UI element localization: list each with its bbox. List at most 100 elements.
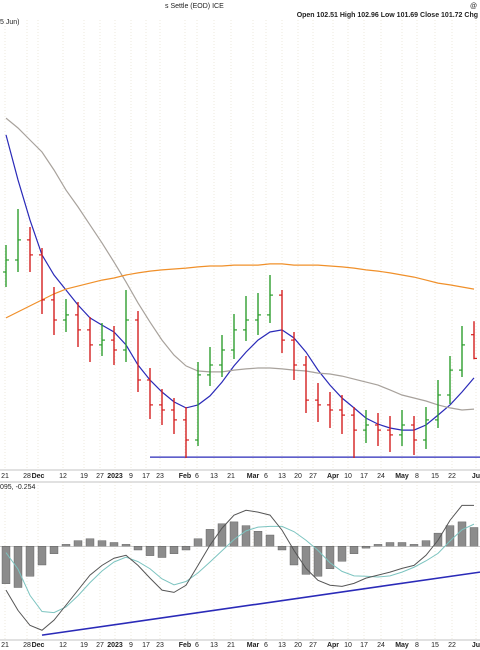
x-tick-label: 28 bbox=[23, 473, 31, 480]
chart-title: s Settle (EOD) ICE bbox=[165, 3, 224, 10]
x-tick-label: Ju bbox=[472, 642, 480, 649]
x-tick-label: 27 bbox=[96, 473, 104, 480]
histogram-bar bbox=[289, 546, 299, 566]
histogram-bar bbox=[205, 529, 215, 547]
histogram-bar bbox=[217, 523, 227, 547]
x-tick-label: 24 bbox=[377, 473, 385, 480]
trend-line bbox=[41, 571, 480, 636]
x-tick-label: Mar bbox=[247, 473, 260, 480]
x-tick-label: 2023 bbox=[107, 642, 123, 649]
x-tick-label: 9 bbox=[129, 473, 133, 480]
histogram-bar bbox=[13, 546, 23, 588]
x-tick-label: 6 bbox=[264, 473, 268, 480]
x-tick-label: 24 bbox=[377, 642, 385, 649]
x-tick-label: 2023 bbox=[107, 473, 123, 480]
x-tick-label: 15 bbox=[431, 642, 439, 649]
x-tick-label: 13 bbox=[278, 642, 286, 649]
x-tick-label: 17 bbox=[360, 473, 368, 480]
x-tick-label: 23 bbox=[156, 473, 164, 480]
x-tick-label: 20 bbox=[294, 473, 302, 480]
histogram-bar bbox=[193, 538, 203, 547]
x-tick-label: Feb bbox=[179, 473, 191, 480]
histogram-bar bbox=[349, 546, 359, 554]
histogram-bar bbox=[469, 527, 479, 547]
x-tick-label: 23 bbox=[156, 642, 164, 649]
histogram-bar bbox=[361, 546, 371, 549]
histogram-bar bbox=[121, 544, 131, 547]
x-tick-label: 8 bbox=[415, 473, 419, 480]
histogram-bar bbox=[85, 538, 95, 547]
x-tick-label: 10 bbox=[344, 642, 352, 649]
histogram-bar bbox=[25, 546, 35, 577]
corner-mark: @ bbox=[470, 3, 477, 10]
histogram-bar bbox=[253, 531, 263, 547]
x-tick-label: Apr bbox=[327, 473, 339, 480]
x-tick-label: 13 bbox=[210, 473, 218, 480]
x-tick-label: 28 bbox=[23, 642, 31, 649]
x-tick-label: Apr bbox=[327, 642, 339, 649]
histogram-bar bbox=[421, 540, 431, 547]
macd-label: 095, -0.254 bbox=[0, 484, 36, 491]
histogram-bar bbox=[229, 521, 239, 547]
histogram-bar bbox=[97, 540, 107, 547]
histogram-bar bbox=[133, 546, 143, 551]
histogram-bar bbox=[37, 546, 47, 566]
histogram-bar bbox=[277, 546, 287, 551]
macd-line bbox=[5, 504, 474, 631]
x-tick-label: 27 bbox=[96, 642, 104, 649]
x-tick-label: 10 bbox=[344, 473, 352, 480]
x-tick-label: 21 bbox=[227, 473, 235, 480]
histogram-bar bbox=[49, 546, 59, 554]
x-tick-label: 17 bbox=[360, 642, 368, 649]
ohlc-readout: Open 102.51 High 102.96 Low 101.69 Close… bbox=[297, 12, 478, 19]
x-tick-label: 9 bbox=[129, 642, 133, 649]
x-tick-label: 12 bbox=[59, 473, 67, 480]
x-tick-label: Mar bbox=[247, 642, 260, 649]
histogram-bar bbox=[313, 546, 323, 577]
histogram-bar bbox=[157, 546, 167, 558]
histogram-bar bbox=[145, 546, 155, 556]
x-tick-label: 21 bbox=[227, 642, 235, 649]
histogram-bar bbox=[265, 534, 275, 547]
histogram-bar bbox=[373, 544, 383, 547]
x-tick-label: 17 bbox=[142, 473, 150, 480]
x-tick-label: Feb bbox=[179, 642, 191, 649]
x-tick-label: 19 bbox=[80, 642, 88, 649]
x-tick-label: 22 bbox=[448, 642, 456, 649]
moving-average bbox=[5, 134, 475, 431]
x-tick-label: 13 bbox=[210, 642, 218, 649]
signal-line bbox=[5, 523, 475, 614]
x-tick-label: 21 bbox=[1, 642, 9, 649]
x-tick-label: 6 bbox=[195, 473, 199, 480]
histogram-bar bbox=[445, 525, 455, 547]
moving-average bbox=[5, 263, 475, 319]
histogram-bar bbox=[241, 525, 251, 547]
ma-note: 5 Jun) bbox=[0, 19, 19, 26]
x-tick-label: May bbox=[395, 642, 409, 649]
histogram-bar bbox=[409, 544, 419, 547]
x-tick-label: 19 bbox=[80, 473, 88, 480]
moving-average bbox=[5, 117, 475, 411]
x-tick-label: Dec bbox=[32, 642, 45, 649]
histogram-bar bbox=[169, 546, 179, 554]
x-tick-label: 6 bbox=[195, 642, 199, 649]
histogram-bar bbox=[1, 546, 11, 584]
x-tick-label: 27 bbox=[309, 473, 317, 480]
x-tick-label: 8 bbox=[415, 642, 419, 649]
x-tick-label: 12 bbox=[59, 642, 67, 649]
x-tick-label: 13 bbox=[278, 473, 286, 480]
x-tick-label: 6 bbox=[264, 642, 268, 649]
histogram-bar bbox=[73, 540, 83, 547]
x-tick-label: 22 bbox=[448, 473, 456, 480]
x-tick-label: 27 bbox=[309, 642, 317, 649]
x-tick-label: 21 bbox=[1, 473, 9, 480]
histogram-bar bbox=[385, 542, 395, 547]
x-tick-label: Ju bbox=[472, 473, 480, 480]
x-tick-label: May bbox=[395, 473, 409, 480]
histogram-bar bbox=[325, 546, 335, 569]
histogram-bar bbox=[397, 542, 407, 547]
histogram-bar bbox=[61, 544, 71, 547]
histogram-bar bbox=[337, 546, 347, 562]
histogram-bar bbox=[109, 542, 119, 547]
